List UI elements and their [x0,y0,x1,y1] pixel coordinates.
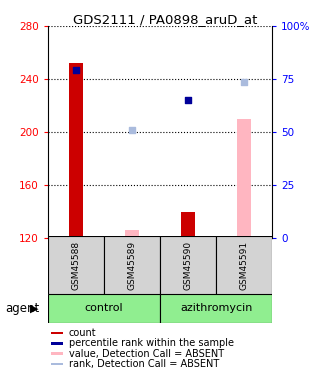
Text: count: count [69,328,96,338]
Bar [216,236,272,294]
Text: azithromycin: azithromycin [180,303,252,313]
Text: rank, Detection Call = ABSENT: rank, Detection Call = ABSENT [69,359,219,369]
Text: value, Detection Call = ABSENT: value, Detection Call = ABSENT [69,349,224,359]
Text: ▶: ▶ [30,304,39,313]
Text: control: control [84,303,123,313]
Bar [160,236,216,294]
Bar [50,363,63,365]
Point [185,98,191,104]
Text: GSM45589: GSM45589 [127,241,137,290]
Bar [48,294,160,322]
Bar [50,352,63,355]
Bar [69,63,83,238]
Text: percentile rank within the sample: percentile rank within the sample [69,338,234,348]
Bar [237,119,251,238]
Text: GSM45591: GSM45591 [240,241,249,290]
Bar [50,332,63,334]
Bar [125,230,139,238]
Text: agent: agent [5,302,39,315]
Bar [160,294,272,322]
Bar [50,342,63,345]
Bar [104,236,160,294]
Text: GDS2111 / PA0898_aruD_at: GDS2111 / PA0898_aruD_at [73,13,257,26]
Point [73,67,79,73]
Point [242,79,247,85]
Bar [48,236,104,294]
Text: GSM45590: GSM45590 [183,241,193,290]
Point [129,126,135,132]
Text: GSM45588: GSM45588 [71,241,81,290]
Bar [181,211,195,238]
